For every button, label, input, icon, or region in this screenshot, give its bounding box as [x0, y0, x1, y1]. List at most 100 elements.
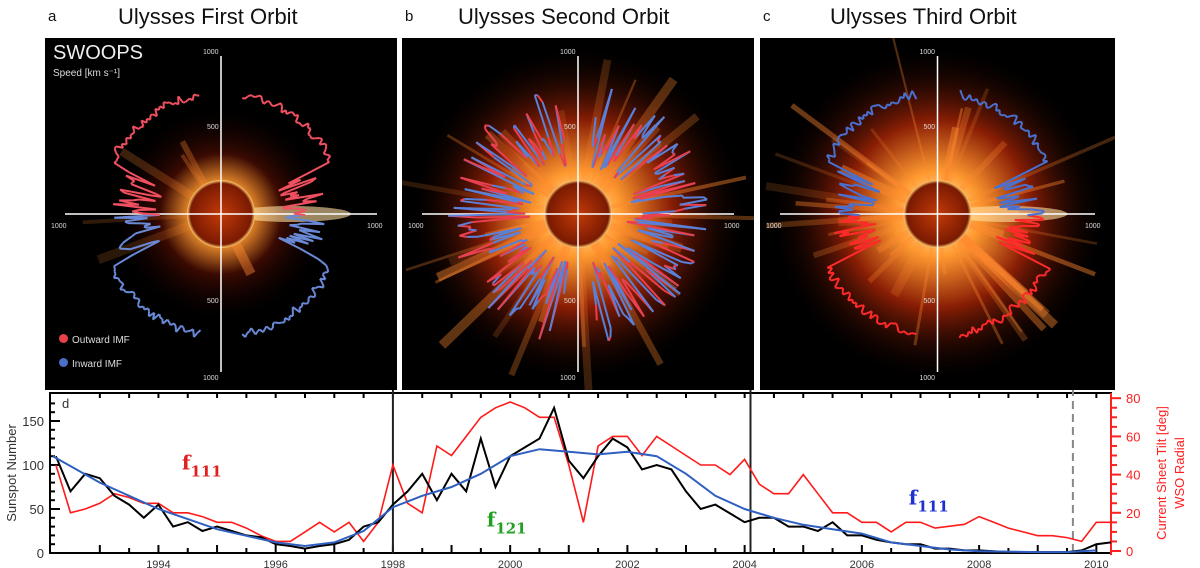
speed-trace-segment	[457, 221, 472, 227]
speed-trace-segment	[278, 321, 282, 325]
speed-trace-segment	[875, 315, 879, 323]
speed-trace-segment	[163, 101, 167, 104]
axis-tick-label: 500	[564, 124, 576, 131]
speed-trace-segment	[662, 179, 686, 187]
speed-trace-segment	[307, 126, 311, 130]
speed-trace-segment	[596, 88, 613, 139]
speed-trace-segment	[591, 262, 612, 329]
outward-marker-icon	[59, 334, 68, 343]
speed-trace-segment	[324, 145, 328, 150]
speed-trace-segment	[834, 282, 839, 288]
axis-tick-label: 500	[924, 124, 936, 131]
speed-trace-segment	[1028, 133, 1037, 139]
panel-a-letter: a	[48, 8, 57, 25]
fit-annotation: f121	[487, 508, 527, 538]
speed-trace-segment	[671, 152, 676, 156]
speed-trace-segment	[268, 101, 273, 106]
speed-trace-segment	[562, 268, 569, 294]
speed-trace-segment	[113, 265, 116, 269]
speed-trace-segment	[897, 330, 902, 334]
speed-trace-segment	[671, 149, 674, 154]
speed-trace-segment	[870, 105, 874, 109]
speed-trace-segment	[612, 246, 631, 263]
speed-trace-segment	[610, 255, 655, 313]
speed-trace-segment	[963, 98, 967, 101]
speed-trace-segment	[564, 164, 567, 168]
axis-tick-label: 1000	[367, 223, 383, 230]
speed-trace-segment	[1002, 177, 1026, 187]
speed-trace-segment	[448, 212, 526, 217]
speed-trace-segment	[1041, 155, 1047, 162]
speed-trace-segment	[132, 125, 140, 130]
speed-trace-segment	[113, 271, 117, 275]
speed-trace-segment	[896, 326, 900, 332]
speed-trace-segment	[634, 218, 707, 231]
speed-trace-segment	[124, 191, 156, 202]
speed-trace-segment	[154, 108, 158, 117]
speed-trace-segment	[1022, 128, 1026, 132]
speed-trace-segment	[493, 261, 525, 287]
speed-trace-segment	[321, 283, 325, 288]
speed-trace-segment	[127, 235, 133, 241]
speed-trace-segment	[971, 326, 978, 334]
speed-trace-segment	[515, 140, 541, 168]
speed-trace-segment	[122, 238, 129, 244]
speed-trace-segment	[907, 332, 912, 336]
speed-trace-segment	[876, 321, 880, 325]
speed-trace-segment	[834, 222, 877, 234]
speed-trace-segment	[149, 113, 154, 117]
x-tick-label: 1996	[263, 559, 287, 568]
speed-trace-segment	[115, 158, 119, 162]
speed-trace-segment	[326, 159, 330, 163]
speed-trace-segment	[114, 151, 120, 158]
speed-trace-segment	[326, 268, 330, 273]
speed-trace-segment	[260, 95, 264, 101]
speed-trace-segment	[301, 122, 309, 128]
speed-trace-segment	[874, 314, 879, 317]
legend-inward: Inward IMF	[59, 358, 122, 370]
speed-trace-segment	[464, 197, 487, 201]
right-y-tick-label: 80	[1126, 391, 1140, 406]
speed-trace-segment	[114, 213, 160, 219]
speed-trace-segment	[270, 327, 274, 331]
x-tick-label: 2010	[1084, 559, 1108, 568]
speed-trace-segment	[703, 196, 708, 201]
speed-trace-segment	[839, 228, 876, 238]
speed-trace-segment	[292, 112, 296, 117]
speed-trace-segment	[132, 291, 136, 295]
speed-trace-segment	[1014, 114, 1018, 118]
speed-trace-segment	[539, 256, 555, 280]
speed-trace-segment	[554, 105, 566, 142]
speed-trace-segment	[1005, 313, 1009, 317]
speed-trace-segment	[996, 185, 1034, 200]
speed-trace-segment	[112, 273, 117, 279]
speed-trace-segment	[131, 232, 137, 237]
speed-trace-segment	[1008, 304, 1012, 308]
speed-trace-segment	[453, 206, 513, 211]
speed-trace-segment	[877, 103, 884, 109]
speed-trace-segment	[468, 228, 477, 232]
speed-trace-segment	[145, 225, 161, 229]
speed-trace-segment	[254, 331, 259, 336]
speed-trace-segment	[992, 317, 998, 323]
speed-trace-segment	[965, 94, 971, 101]
right-y-tick-label: 0	[1126, 544, 1133, 559]
speed-trace-segment	[132, 131, 136, 135]
speed-trace-segment	[280, 191, 298, 197]
speed-trace-segment	[541, 101, 562, 155]
speed-trace-segment	[495, 142, 499, 147]
speed-trace-segment	[826, 239, 882, 269]
speed-trace-segment	[538, 295, 544, 302]
speed-trace-segment	[477, 227, 522, 238]
speed-trace-segment	[1000, 319, 1004, 324]
speed-trace-segment	[867, 310, 873, 314]
speed-trace-segment	[325, 264, 329, 270]
speed-trace-segment	[656, 166, 675, 176]
speed-trace-segment	[276, 102, 282, 106]
speed-trace-segment	[132, 239, 160, 256]
speed-trace-segment	[299, 305, 303, 309]
y-tick-label: 100	[22, 458, 44, 473]
instrument-label: SWOOPS	[53, 42, 144, 64]
speed-trace-segment	[999, 198, 1013, 205]
speed-trace-segment	[298, 307, 302, 313]
